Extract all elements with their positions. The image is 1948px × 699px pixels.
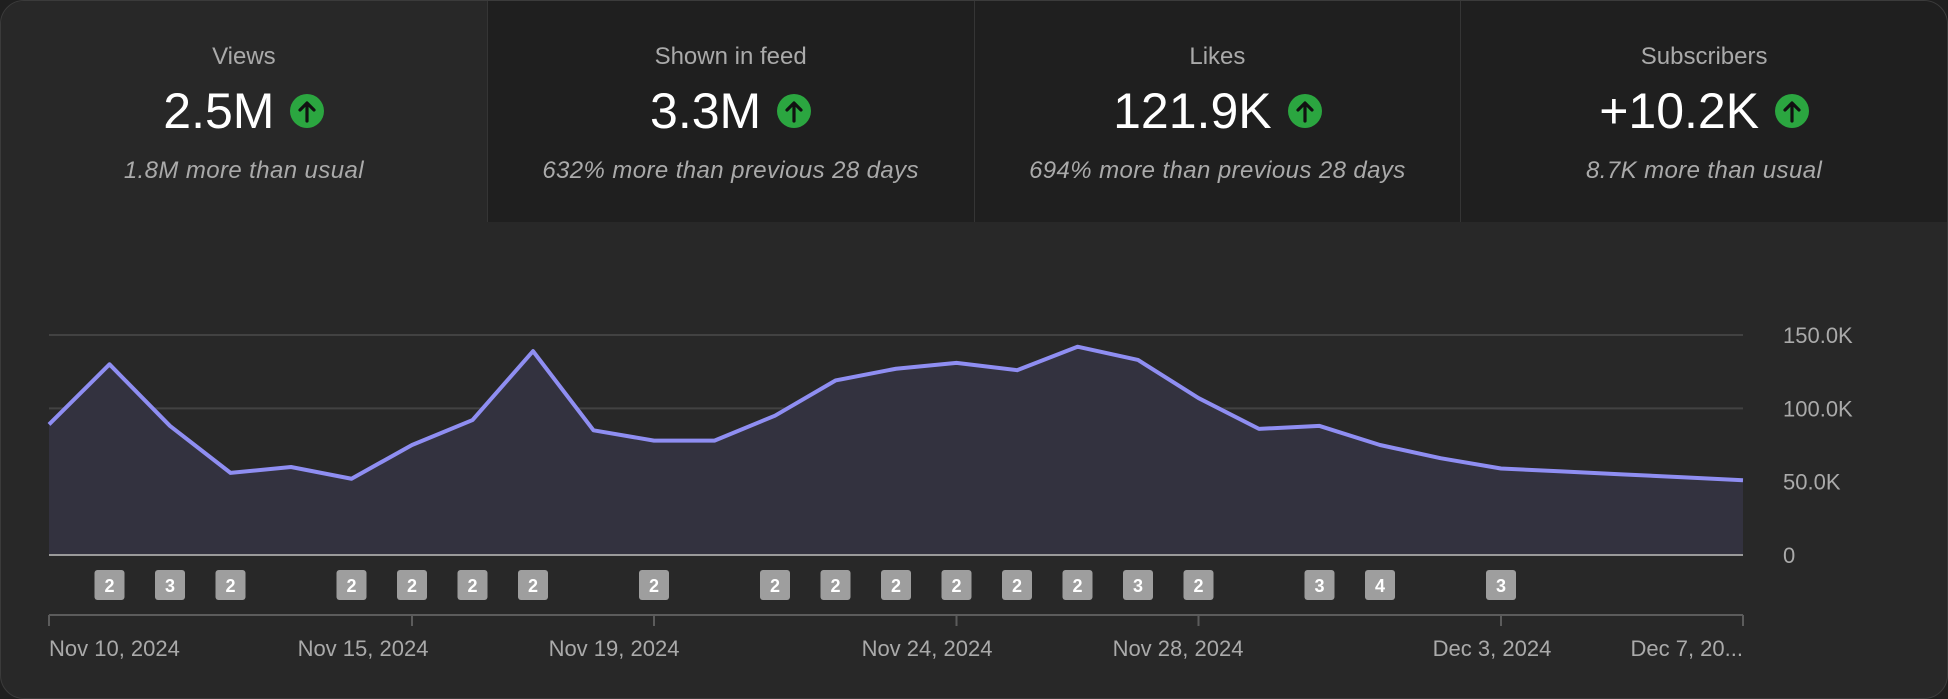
upload-count-label: 2 — [104, 576, 114, 596]
upload-count-label: 3 — [1314, 576, 1324, 596]
upload-count-badge — [941, 570, 972, 600]
upload-count-label: 2 — [1193, 576, 1203, 596]
metric-comparison: 694% more than previous 28 days — [1029, 157, 1406, 184]
upload-count-label: 2 — [528, 576, 538, 596]
metric-comparison: 8.7K more than usual — [1586, 157, 1823, 184]
x-tick-label: Nov 15, 2024 — [298, 636, 429, 661]
upload-count-badge — [94, 570, 125, 600]
metric-title: Likes — [1189, 43, 1246, 70]
arrow-up-circle-icon — [290, 94, 325, 128]
metric-title: Shown in feed — [654, 43, 807, 70]
metric-card-likes[interactable]: Likes 121.9K 694% more than previous 28 … — [974, 1, 1462, 222]
upload-count-badge — [336, 570, 367, 600]
x-tick-label: Nov 24, 2024 — [862, 636, 993, 661]
metric-comparison: 1.8M more than usual — [123, 157, 364, 184]
metric-card-views[interactable]: Views 2.5M 1.8M more than usual — [1, 1, 488, 222]
upload-count-badge — [1304, 570, 1335, 600]
upload-count-label: 2 — [830, 576, 840, 596]
metric-title: Views — [212, 43, 276, 70]
y-tick-label: 50.0K — [1783, 470, 1841, 495]
upload-count-label: 2 — [770, 576, 780, 596]
upload-count-label: 4 — [1375, 576, 1385, 596]
y-tick-label: 0 — [1783, 543, 1795, 568]
upload-count-badge — [1365, 570, 1395, 600]
views-series-line — [47, 344, 1744, 483]
arrow-up-circle-icon — [777, 94, 812, 128]
upload-count-badge — [397, 570, 427, 600]
upload-count-badge — [639, 570, 669, 600]
upload-count-label: 3 — [165, 576, 175, 596]
x-tick-label: Nov 19, 2024 — [549, 636, 680, 661]
x-tick-label: Dec 7, 20... — [1630, 636, 1743, 661]
upload-count-badge — [215, 570, 246, 600]
area-fill — [49, 346, 1743, 555]
x-tick-label: Dec 3, 2024 — [1433, 636, 1552, 661]
upload-count-label: 2 — [649, 576, 659, 596]
upload-count-badge — [518, 570, 548, 600]
upload-count-label: 2 — [1012, 576, 1022, 596]
upload-count-label: 2 — [407, 576, 417, 596]
metric-card-shown-in-feed[interactable]: Shown in feed 3.3M 632% more than previo… — [487, 1, 975, 222]
upload-count-badge — [1486, 570, 1516, 600]
metric-value: 2.5M — [163, 83, 275, 139]
y-tick-label: 150.0K — [1783, 323, 1853, 348]
upload-count-badge — [760, 570, 790, 600]
upload-count-label: 2 — [1072, 576, 1082, 596]
upload-count-label: 2 — [346, 576, 356, 596]
metric-comparison: 632% more than previous 28 days — [542, 157, 919, 184]
upload-count-badge — [1123, 570, 1153, 600]
upload-count-badge — [457, 570, 488, 600]
upload-count-label: 2 — [891, 576, 901, 596]
x-tick-label: Nov 10, 2024 — [49, 636, 180, 661]
y-tick-label: 100.0K — [1783, 396, 1853, 421]
upload-count-badge — [881, 570, 911, 600]
upload-count-label: 3 — [1496, 576, 1506, 596]
metric-value: +10.2K — [1599, 83, 1760, 139]
upload-count-label: 2 — [467, 576, 477, 596]
metric-card-subscribers[interactable]: Subscribers +10.2K 8.7K more than usual — [1461, 1, 1947, 222]
x-tick-label: Nov 28, 2024 — [1113, 636, 1244, 661]
upload-count-badge — [1002, 570, 1032, 600]
metric-value: 3.3M — [650, 83, 762, 139]
upload-count-badge — [1062, 570, 1093, 600]
metric-value: 121.9K — [1113, 83, 1272, 139]
metric-cards: Views 2.5M 1.8M more than usual Shown in… — [1, 1, 1947, 222]
upload-count-label: 3 — [1133, 576, 1143, 596]
arrow-up-circle-icon — [1775, 94, 1810, 128]
upload-count-label: 2 — [225, 576, 235, 596]
upload-count-badge — [155, 570, 185, 600]
upload-count-label: 2 — [951, 576, 961, 596]
views-area-chart[interactable]: 150.0K 100.0K 50.0K 0 2 3 2 2 2 2 2 2 2 2 2 2 2 2 3 2 3 4 3 Nov… — [1, 222, 1947, 698]
upload-count-badge — [1183, 570, 1214, 600]
arrow-up-circle-icon — [1287, 94, 1322, 128]
upload-count-badge — [820, 570, 851, 600]
metric-title: Subscribers — [1640, 43, 1768, 70]
